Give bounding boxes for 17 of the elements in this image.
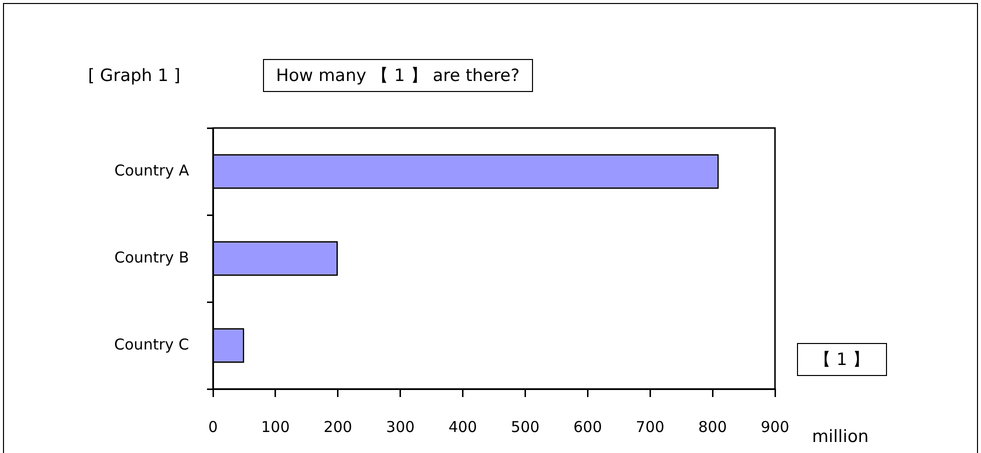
x-tick-label: 300 xyxy=(386,418,415,436)
chart-title: [ Graph 1 ] xyxy=(88,66,180,86)
chart-subtitle: How many 【 1 】 are there? xyxy=(263,59,533,92)
x-tick-label: 200 xyxy=(324,418,352,436)
x-tick-label: 700 xyxy=(636,418,664,436)
x-tick-label: 0 xyxy=(208,418,218,436)
y-tick-label: Country B xyxy=(114,248,189,266)
y-tick-label: Country C xyxy=(114,335,189,354)
x-tick-label: 500 xyxy=(510,418,540,436)
x-tick-label: 100 xyxy=(261,418,290,436)
y-tick-label: Country A xyxy=(114,161,190,180)
x-tick-label: 900 xyxy=(760,418,790,436)
x-tick-label: 600 xyxy=(573,418,602,436)
x-tick-label: 800 xyxy=(698,418,727,436)
text: 【 1 】 xyxy=(797,343,887,376)
x-tick-label: 400 xyxy=(448,418,478,436)
x-axis-title: million xyxy=(812,427,869,447)
